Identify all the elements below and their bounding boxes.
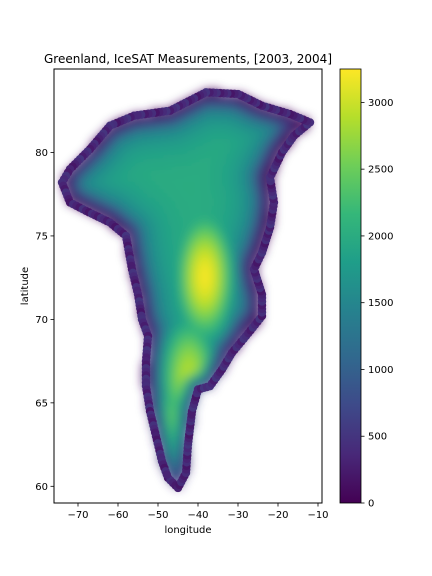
y-tick-label: 60: [35, 482, 48, 493]
plot-frame: [53, 68, 323, 504]
x-tick-label: −50: [147, 510, 168, 521]
y-tick-label: 75: [35, 231, 48, 242]
y-axis-label: latitude: [20, 267, 31, 305]
y-tick-label: 70: [35, 315, 48, 326]
x-tick-label: −30: [227, 510, 248, 521]
colorbar-tick-label: 2000: [368, 231, 393, 242]
colorbar-tick-label: 0: [368, 499, 374, 510]
y-axis-ticks: 60 65 70 75 80: [35, 148, 54, 493]
x-tick-label: −70: [67, 510, 88, 521]
y-tick-label: 65: [35, 398, 48, 409]
colorbar-tick-label: 500: [368, 432, 387, 443]
coastal-points: [57, 88, 315, 493]
ice-sheet-scatter: [62, 89, 310, 489]
colorbar-tick-label: 1500: [368, 298, 393, 309]
plot-area: [57, 88, 315, 493]
y-tick-label: 80: [35, 148, 48, 159]
x-tick-label: −20: [267, 510, 288, 521]
colorbar-tick-label: 2500: [368, 165, 393, 176]
colorbar: [339, 68, 362, 504]
x-tick-label: −40: [187, 510, 208, 521]
colorbar-ticks: 0 500 1000 1500 2000 2500 3000: [361, 98, 393, 510]
chart-title: Greenland, IceSAT Measurements, [2003, 2…: [44, 52, 332, 66]
x-axis-label: longitude: [164, 525, 211, 536]
colorbar-tick-label: 1000: [368, 365, 393, 376]
coastal-point: [162, 470, 171, 479]
x-tick-label: −10: [307, 510, 328, 521]
x-axis-ticks: −70 −60 −50 −40 −30 −20 −10: [67, 503, 329, 521]
colorbar-tick-label: 3000: [368, 98, 393, 109]
x-tick-label: −60: [107, 510, 128, 521]
